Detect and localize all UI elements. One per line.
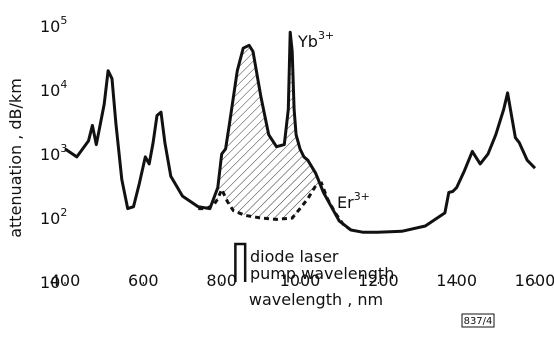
y-tick-label: 104 (40, 78, 67, 100)
attenuation-curve (64, 30, 537, 234)
x-tick-label: 1600 (515, 271, 554, 290)
y-tick-label: 103 (40, 142, 67, 164)
x-tick-label: 800 (206, 271, 237, 290)
y-tick-label: 10 (40, 273, 60, 292)
x-tick-label: 1200 (358, 271, 399, 290)
pump-label-line1: diode laser (250, 247, 339, 266)
figure-id-box (461, 313, 495, 328)
pump-label-line2: pump wavelength (250, 264, 394, 283)
pump-band-marker (234, 242, 247, 282)
y-tick-label: 102 (40, 206, 67, 228)
y-tick-labels: 10 102 103 104 105 (40, 14, 67, 292)
er-label: Er3+ (337, 190, 370, 212)
x-tick-labels: 400 600 800 1000 1200 1400 1600 (50, 271, 554, 290)
x-axis-title: wavelength , nm (249, 290, 383, 309)
yb-label: Yb3+ (297, 29, 334, 51)
x-tick-label: 1000 (280, 271, 321, 290)
pump-marker (234, 242, 247, 282)
x-tick-label: 1400 (436, 271, 477, 290)
figure-id: 837/4 (464, 316, 493, 327)
y-tick-label: 105 (40, 14, 67, 36)
y-axis-title: attenuation , dB/km (6, 78, 25, 238)
curves (64, 30, 537, 234)
er-baseline-curve (198, 181, 352, 232)
x-tick-label: 400 (50, 271, 81, 290)
x-tick-label: 600 (128, 271, 159, 290)
